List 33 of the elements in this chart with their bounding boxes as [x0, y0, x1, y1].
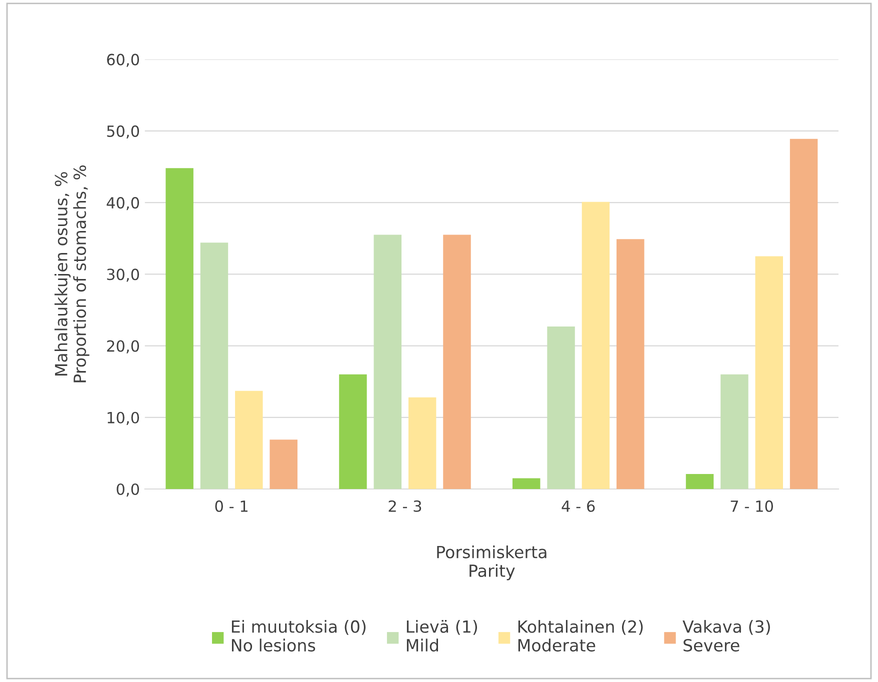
legend-label: Lievä (1) Mild	[406, 620, 478, 652]
y-tick-label: 20,0	[107, 340, 139, 354]
y-tick-label: 10,0	[108, 412, 139, 425]
bar	[166, 168, 194, 489]
x-tick-label: 0 - 1	[215, 500, 248, 512]
y-tick-label: 40,0	[106, 197, 139, 210]
x-axis-title: Porsimiskerta Parity	[437, 545, 546, 580]
bar	[720, 374, 748, 489]
x-tick-label: 7 - 10	[730, 500, 773, 512]
bar	[582, 202, 610, 489]
legend-label: Kohtalainen (2) Moderate	[518, 620, 643, 652]
bar	[547, 326, 575, 489]
x-tick-label: 4 - 6	[562, 500, 595, 512]
bar	[755, 256, 783, 489]
legend-label: Vakava (3) Severe	[682, 620, 770, 652]
bar	[374, 234, 402, 489]
bar	[270, 440, 298, 489]
bar	[408, 397, 436, 489]
bar	[616, 239, 644, 489]
y-axis-title: Mahalaukkujen osuus, % Proportion of stomachs, %	[54, 165, 90, 382]
legend-label: Ei muutoksia (0) No lesions	[232, 620, 366, 652]
y-tick-label: 30,0	[107, 268, 139, 282]
y-tick-label: 50,0	[107, 125, 139, 139]
x-tick-label: 2 - 3	[388, 500, 422, 512]
bar	[512, 478, 540, 489]
bar	[686, 474, 714, 489]
y-tick-label: 0,0	[116, 483, 139, 497]
bar	[443, 234, 471, 489]
bar	[790, 138, 818, 489]
bar	[339, 374, 367, 489]
bar	[200, 242, 228, 489]
y-tick-label: 60,0	[107, 54, 139, 67]
bar	[235, 390, 263, 489]
